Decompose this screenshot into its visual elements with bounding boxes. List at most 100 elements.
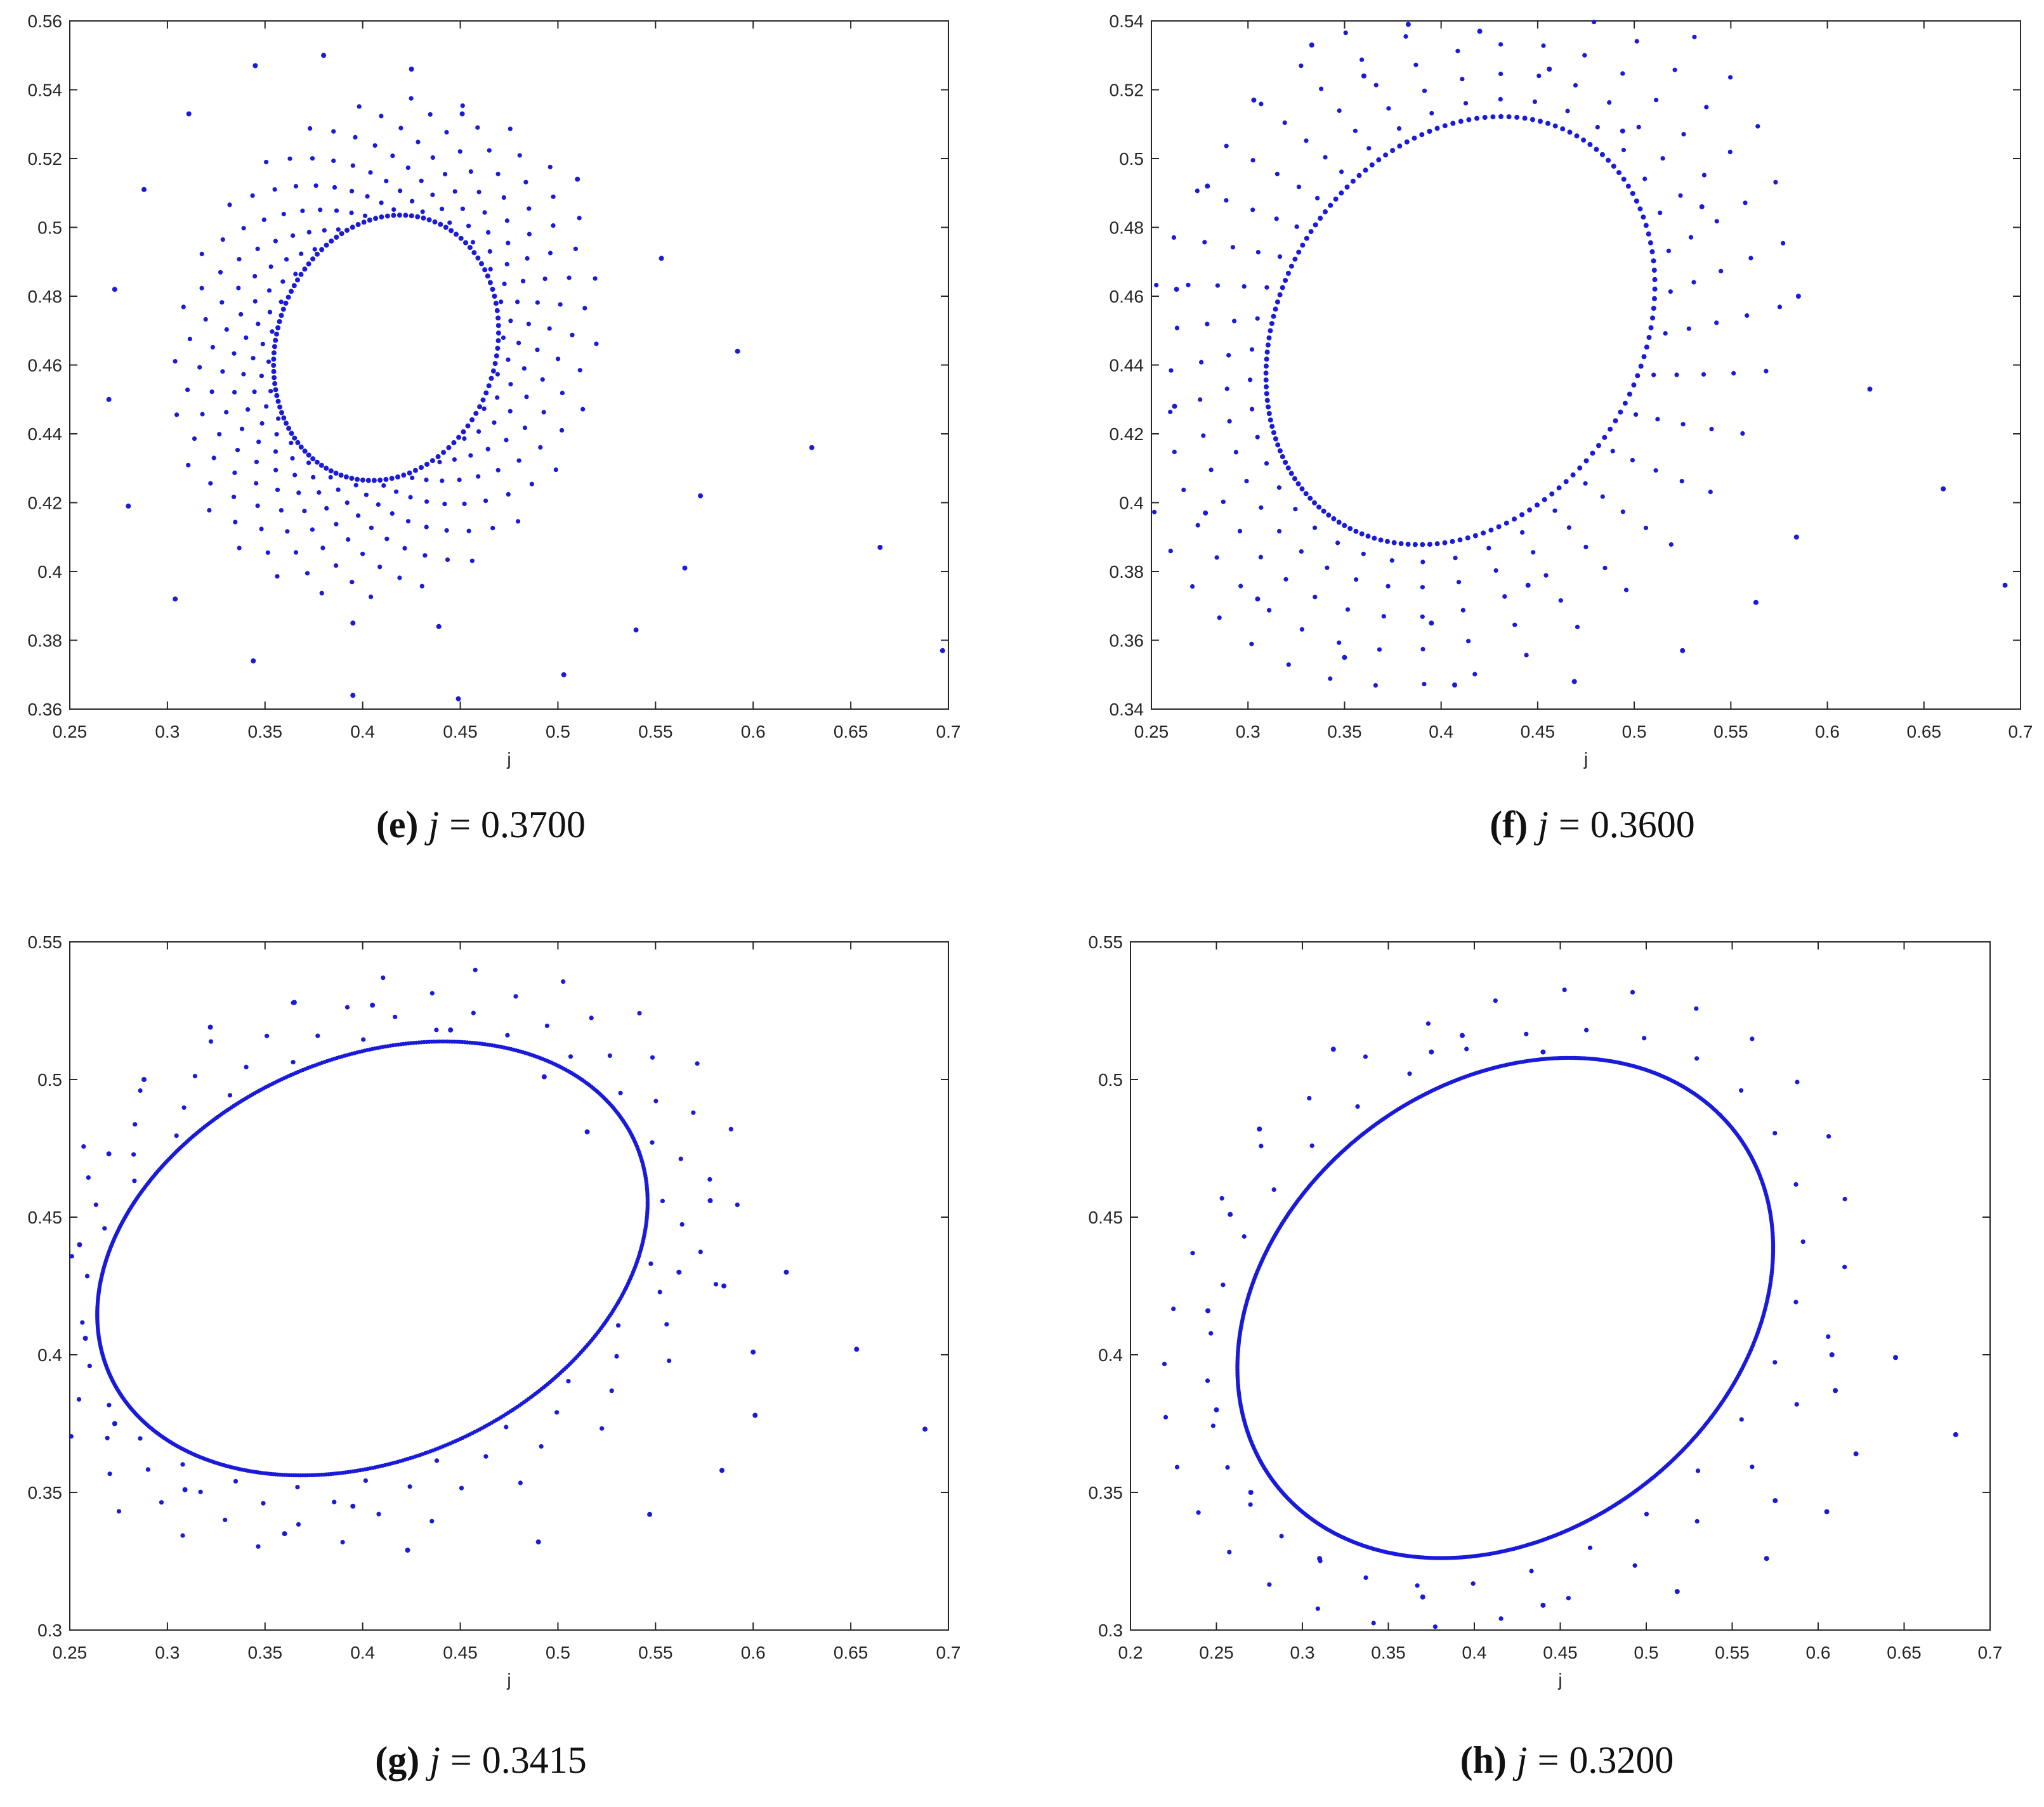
data-point: [279, 410, 284, 415]
data-point: [1545, 121, 1550, 126]
data-point: [1255, 250, 1261, 255]
data-point: [69, 1434, 74, 1439]
data-point: [1630, 989, 1635, 995]
data-point: [1452, 682, 1457, 688]
data-point: [377, 564, 383, 570]
data-point: [1630, 457, 1635, 463]
panel-h: 0.2 0.25 0.3 0.35 0.4 0.45 0.5 0.55 0.6 0.65 0.7 0.…: [1089, 932, 2003, 1781]
y-tick-label: 0.42: [1110, 424, 1144, 444]
data-point: [187, 336, 192, 342]
data-point: [310, 456, 316, 462]
data-point: [232, 470, 237, 476]
data-point: [77, 1242, 82, 1248]
data-point: [728, 1126, 733, 1132]
data-point: [93, 1202, 98, 1208]
data-point: [1608, 426, 1613, 432]
data-point: [487, 249, 492, 254]
data-point: [1214, 1407, 1219, 1412]
data-point: [698, 1249, 703, 1255]
y-tick-label: 0.35: [28, 1483, 63, 1503]
data-point: [1267, 1582, 1272, 1587]
data-point: [1644, 1511, 1649, 1517]
data-point: [1558, 598, 1563, 603]
data-point: [1458, 119, 1464, 124]
data-point: [1600, 494, 1605, 499]
data-point: [282, 1531, 287, 1537]
data-point: [490, 287, 495, 292]
data-point: [1530, 117, 1535, 122]
data-point: [261, 217, 266, 223]
data-point: [412, 467, 418, 473]
data-point: [1196, 1510, 1201, 1515]
data-point: [278, 508, 284, 513]
data-point: [1524, 1031, 1529, 1036]
data-point: [237, 257, 242, 262]
data-point: [353, 483, 358, 488]
data-point: [783, 1269, 789, 1275]
data-point: [1250, 158, 1255, 163]
data-point: [1434, 541, 1440, 547]
data-point: [1514, 114, 1520, 120]
data-point: [333, 471, 339, 476]
data-point: [1519, 512, 1525, 518]
data-point: [577, 368, 582, 373]
data-point: [357, 104, 362, 109]
data-point: [350, 580, 355, 585]
data-point: [1893, 1355, 1898, 1360]
data-point: [1596, 443, 1601, 448]
data-point: [1434, 126, 1440, 131]
data-point: [395, 474, 400, 479]
data-point: [180, 1462, 185, 1467]
data-point: [1163, 1414, 1169, 1419]
data-point: [1415, 1583, 1420, 1588]
data-point: [1195, 523, 1200, 528]
data-point: [1271, 313, 1276, 319]
data-point: [1274, 171, 1280, 176]
data-point: [1339, 169, 1344, 174]
data-point: [305, 571, 310, 576]
data-point: [1750, 1036, 1755, 1041]
data-point: [495, 346, 501, 351]
data-point: [1699, 204, 1705, 209]
data-point: [107, 1402, 112, 1407]
data-point: [256, 1544, 261, 1549]
data-point: [313, 183, 318, 188]
data-point: [353, 134, 358, 140]
data-point: [112, 1421, 117, 1426]
x-tick-label: 0.6: [741, 722, 766, 741]
data-point: [1529, 1569, 1534, 1574]
data-point: [408, 495, 413, 500]
data-point: [1648, 325, 1654, 330]
data-point: [1325, 565, 1330, 570]
data-point: [409, 67, 414, 72]
data-point: [384, 178, 389, 183]
data-point: [389, 476, 395, 481]
data-point: [1228, 1211, 1233, 1217]
data-point: [210, 344, 215, 350]
data-point: [1359, 57, 1365, 62]
data-point: [239, 426, 245, 431]
x-tick-label: 0.3: [155, 722, 180, 741]
data-point: [1524, 653, 1529, 658]
data-point: [126, 503, 131, 509]
data-point: [1512, 516, 1517, 522]
data-point: [1274, 299, 1280, 305]
data-point: [1630, 191, 1635, 196]
data-point: [1249, 347, 1255, 352]
data-point: [1708, 489, 1713, 495]
data-point: [1427, 129, 1432, 134]
data-point: [487, 148, 492, 153]
data-point: [452, 189, 457, 194]
data-point: [556, 356, 561, 362]
data-point: [568, 1054, 573, 1059]
data-point: [492, 420, 497, 425]
data-point: [1171, 235, 1176, 240]
data-point: [1566, 1596, 1571, 1601]
data-point: [482, 406, 487, 412]
data-point: [471, 1010, 476, 1015]
data-point: [1594, 147, 1599, 152]
data-point: [219, 300, 225, 305]
data-point: [1575, 624, 1580, 630]
data-point: [633, 627, 639, 633]
data-point: [233, 1478, 239, 1484]
